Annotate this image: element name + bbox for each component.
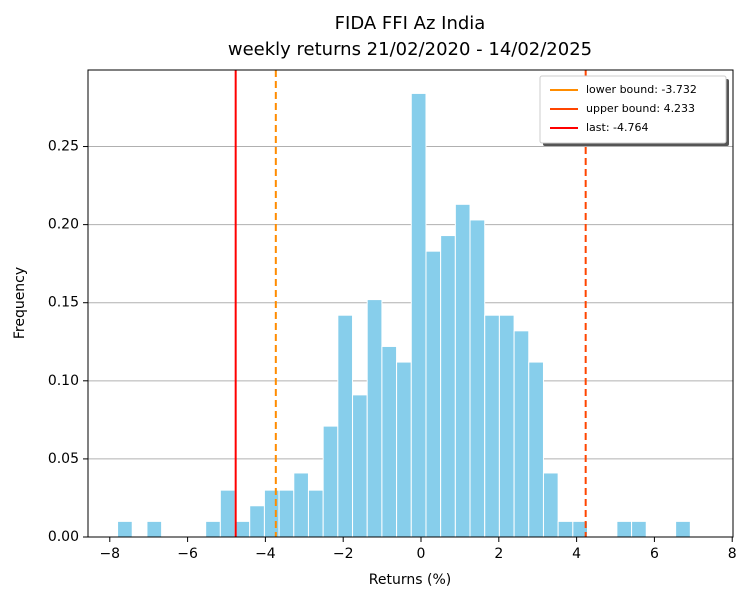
x-tick-label: −8 [99, 546, 120, 562]
y-tick-label: 0.10 [48, 373, 79, 389]
x-axis-label: Returns (%) [369, 572, 451, 588]
chart-title: FIDA FFI Az India [335, 13, 486, 34]
bar [146, 520, 163, 537]
bar [440, 235, 456, 537]
bar [219, 489, 236, 537]
x-tick-label: −2 [333, 546, 354, 562]
x-tick-label: 8 [728, 546, 737, 562]
reference-lines [234, 70, 587, 537]
chart-subtitle: weekly returns 21/02/2020 - 14/02/2025 [228, 39, 592, 60]
x-tick-label: −4 [255, 546, 276, 562]
bar [263, 489, 280, 537]
bar [631, 520, 647, 537]
ticks: 0.00 0.05 0.10 0.15 0.20 0.25 −8 −6 −4 −2 0 2 4 6 8 [48, 139, 737, 562]
y-tick-label: 0.15 [48, 295, 79, 311]
y-tick-label: 0.25 [48, 139, 79, 155]
x-tick-label: 6 [650, 546, 659, 562]
bars [117, 92, 691, 537]
legend-label: lower bound: -3.732 [586, 83, 697, 96]
bar [675, 520, 691, 537]
bar [454, 203, 471, 537]
plot-frame [87, 69, 734, 538]
legend-box [539, 75, 727, 144]
bar [528, 361, 544, 537]
bar [616, 520, 633, 537]
bar [396, 361, 412, 537]
bar [542, 472, 559, 537]
bar [498, 314, 515, 537]
bar [572, 520, 589, 537]
legend: lower bound: -3.732 upper bound: 4.233 las… [539, 75, 729, 146]
y-tick-label: 0.00 [48, 529, 79, 545]
bar [117, 520, 133, 537]
legend-label: last: -4.764 [586, 121, 649, 134]
legend-label: upper bound: 4.233 [586, 102, 695, 115]
bar [425, 250, 442, 537]
bar [381, 345, 398, 537]
bar [557, 520, 574, 537]
bar [410, 92, 427, 537]
y-tick-label: 0.05 [48, 451, 79, 467]
bar [366, 299, 383, 537]
bar [322, 425, 339, 537]
bar [484, 314, 500, 537]
bar [513, 330, 530, 537]
x-tick-label: −6 [177, 546, 198, 562]
bar [469, 219, 486, 537]
x-tick-label: 2 [494, 546, 503, 562]
bar [205, 520, 221, 537]
bar [278, 489, 295, 537]
bar [307, 489, 324, 537]
x-tick-label: 4 [572, 546, 581, 562]
bar [352, 394, 368, 537]
y-axis-label: Frequency [12, 267, 28, 339]
bar [293, 472, 309, 537]
bar [337, 314, 354, 537]
bar [234, 520, 251, 537]
bar [249, 505, 265, 537]
x-tick-label: 0 [417, 546, 426, 562]
y-tick-label: 0.20 [48, 217, 79, 233]
